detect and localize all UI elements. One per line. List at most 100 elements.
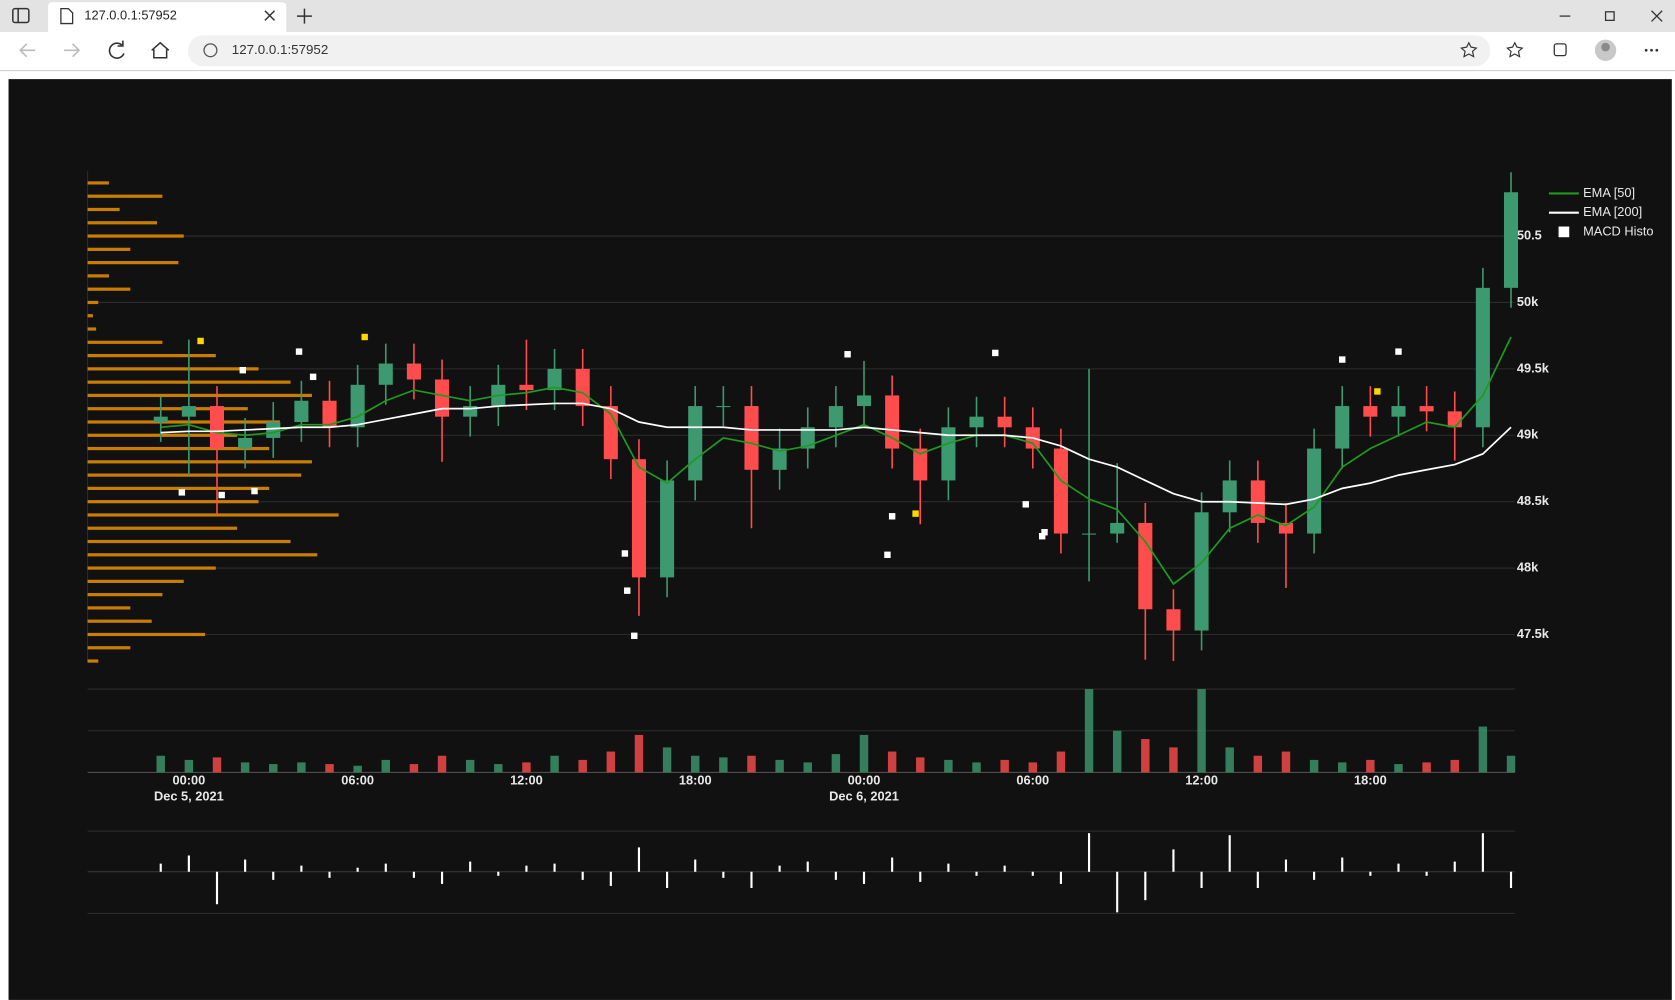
candle-body [322, 400, 337, 428]
address-bar[interactable] [188, 35, 1491, 67]
candle-body [209, 406, 225, 449]
candle-body [1335, 406, 1350, 449]
legend-swatch [1558, 226, 1570, 238]
volume-bar [719, 757, 728, 773]
macd-bar [1087, 833, 1091, 872]
macd-bar [215, 871, 219, 905]
candle-body [575, 368, 590, 407]
volume-bar [522, 762, 531, 773]
macd-bar [1059, 871, 1062, 884]
volume-bar [1253, 755, 1263, 773]
macd-bar [1256, 871, 1259, 888]
candle-body [885, 395, 900, 449]
volume-bar [465, 759, 475, 773]
macd-bar [159, 863, 162, 872]
volume-bar [1478, 726, 1488, 773]
volume-profile-bar [87, 446, 270, 451]
tab-title: 127.0.0.1:57952 [84, 7, 177, 22]
new-tab[interactable] [296, 8, 312, 24]
home-button[interactable] [151, 41, 170, 59]
tab-actions-icon[interactable] [12, 7, 30, 24]
volume-bar [212, 757, 222, 773]
macd-bar [440, 871, 444, 884]
volume-bar [831, 754, 841, 773]
favorite-icon[interactable] [1460, 41, 1478, 58]
signal-marker [1038, 532, 1046, 540]
candle-body [238, 437, 253, 449]
candle-body [378, 363, 393, 385]
macd-bar [300, 865, 303, 872]
macd-bar [244, 859, 247, 872]
site-info-icon[interactable] [203, 43, 218, 58]
macd-bar [1425, 871, 1428, 876]
volume-profile-bar [87, 247, 131, 251]
tab-close[interactable] [264, 10, 276, 21]
macd-bar [834, 871, 837, 880]
candle-body [941, 427, 956, 481]
candle-body [1250, 480, 1265, 523]
x-tick-label: 00:00 [172, 772, 205, 787]
candle-body [1307, 448, 1322, 534]
volume-profile-bar [87, 460, 312, 464]
back-button[interactable] [19, 43, 36, 58]
tab-favicon [60, 7, 74, 25]
candle-body [828, 406, 843, 428]
volume-profile-bar [87, 327, 97, 331]
x-date-label: Dec 6, 2021 [829, 788, 899, 803]
volume-profile-bar [87, 194, 163, 198]
volume-bar [1366, 759, 1375, 773]
x-tick-label: 06:00 [1016, 772, 1049, 787]
reload-button[interactable] [108, 40, 125, 59]
macd-bar [919, 871, 922, 882]
signal-marker [844, 351, 851, 358]
restore[interactable] [1604, 11, 1615, 22]
menu-icon[interactable] [1644, 48, 1659, 52]
forward-button[interactable] [64, 43, 81, 58]
candle-body [181, 406, 196, 417]
candle-body [1166, 609, 1181, 631]
candle-body [1475, 287, 1490, 428]
macd-bar [637, 847, 641, 872]
volume-profile-bar [87, 221, 158, 225]
close-window[interactable] [1651, 10, 1663, 22]
x-tick-label: 12:00 [510, 772, 543, 787]
signal-marker [888, 513, 896, 520]
volume-profile-bar [87, 539, 291, 544]
candle-body [350, 384, 365, 428]
macd-bar [1453, 861, 1456, 872]
volume-bar [1281, 751, 1291, 773]
signal-marker [218, 491, 225, 499]
volume-bar [1338, 762, 1347, 773]
candle-body [1194, 512, 1209, 631]
macd-bar [750, 871, 753, 888]
macd-bar [1284, 859, 1288, 872]
x-tick-label: 18:00 [1354, 772, 1387, 787]
volume-profile-bar [87, 553, 318, 557]
signal-marker [621, 550, 629, 557]
volume-bar [1309, 759, 1319, 773]
collections-icon[interactable] [1553, 43, 1567, 57]
macd-bar [891, 857, 894, 872]
macd-bar [609, 871, 612, 886]
volume-profile-bar [87, 646, 131, 650]
signal-marker [1339, 356, 1346, 363]
volume-profile-bar [87, 566, 216, 570]
candle-body [1082, 533, 1097, 535]
volume-bar [1112, 730, 1122, 773]
macd-bar [1003, 865, 1006, 872]
candle-body [744, 406, 759, 470]
y-tick-label: 48.5k [1517, 493, 1550, 508]
macd-bar [412, 871, 415, 878]
x-tick-label: 18:00 [679, 772, 712, 787]
volume-profile-bar [87, 287, 131, 291]
volume-bar [325, 764, 334, 773]
y-tick-label: 50k [1517, 294, 1539, 309]
url: 127.0.0.1:57952 [232, 42, 328, 57]
candle-body [1138, 522, 1153, 610]
volume-bar [437, 755, 447, 773]
volume-profile-bar [87, 500, 259, 504]
macd-bar [975, 871, 978, 876]
active-tab[interactable] [48, 2, 287, 33]
favorites-icon[interactable] [1505, 41, 1524, 58]
candle-body [1419, 406, 1434, 412]
